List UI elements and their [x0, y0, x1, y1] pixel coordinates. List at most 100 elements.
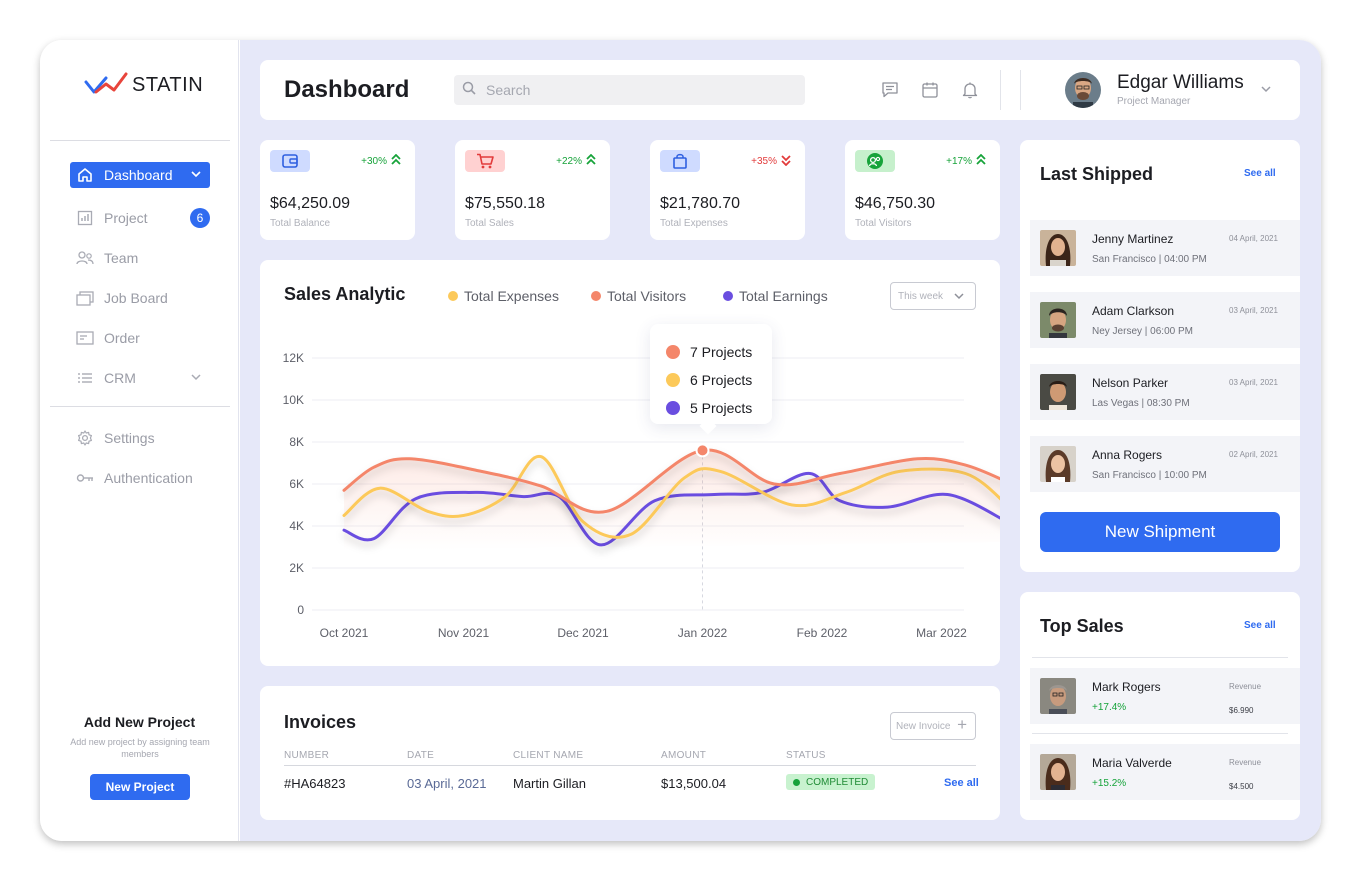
- wallet-icon: [270, 150, 310, 172]
- list-item[interactable]: Mark Rogers +17.4% Revenue $6.990: [1030, 668, 1300, 724]
- table-divider: [284, 765, 976, 766]
- status-text: COMPLETED: [806, 776, 869, 788]
- stat-label: Total Sales: [465, 218, 514, 229]
- legend-swatch: [448, 291, 458, 301]
- sidebar-item-order[interactable]: Order: [70, 325, 210, 351]
- bell-icon[interactable]: [960, 80, 980, 100]
- revenue-value: $6.990: [1229, 706, 1254, 715]
- bar-chart-icon: [76, 209, 94, 227]
- new-invoice-label: New Invoice: [896, 720, 951, 732]
- legend-item[interactable]: Total Earnings: [723, 288, 828, 304]
- chevron-down-icon: [190, 370, 202, 386]
- sidebar-item-crm[interactable]: CRM: [70, 365, 210, 391]
- series-line: [342, 471, 1000, 547]
- delta-value: +35%: [751, 156, 777, 167]
- last-shipped-card: Last Shipped See all Jenny Martinez San …: [1020, 140, 1300, 572]
- series-line: [342, 448, 1000, 514]
- tooltip-label: 6 Projects: [690, 372, 753, 388]
- see-all-link[interactable]: See all: [1244, 168, 1276, 179]
- stat-card-sales[interactable]: +22% $75,550.18 Total Sales: [455, 140, 610, 240]
- sidebar-item-team[interactable]: Team: [70, 245, 210, 271]
- message-icon[interactable]: [880, 80, 900, 100]
- revenue-value: $4.500: [1229, 782, 1254, 791]
- list-item[interactable]: Jenny Martinez San Francisco | 04:00 PM …: [1030, 220, 1300, 276]
- search-input[interactable]: Search: [454, 75, 805, 105]
- chevron-down-icon[interactable]: [1259, 82, 1273, 101]
- visitors-icon: [855, 150, 895, 172]
- sidebar-item-job-board[interactable]: Job Board: [70, 285, 210, 311]
- avatar[interactable]: [1065, 72, 1101, 108]
- chart-title: Sales Analytic: [284, 284, 406, 304]
- list-item[interactable]: Adam Clarkson Ney Jersey | 06:00 PM 03 A…: [1030, 292, 1300, 348]
- see-all-link[interactable]: See all: [944, 777, 979, 789]
- legend-item[interactable]: Total Expenses: [448, 288, 559, 304]
- x-tick-label: Nov 2021: [438, 626, 490, 640]
- tooltip-swatch: [666, 345, 680, 359]
- user-name[interactable]: Edgar Williams: [1117, 72, 1244, 93]
- person-location-time: San Francisco | 04:00 PM: [1092, 254, 1207, 265]
- sidebar-item-label: CRM: [104, 370, 136, 386]
- tooltip-row: 7 Projects: [666, 344, 752, 360]
- logo-mark-icon: [84, 72, 128, 94]
- person-name: Adam Clarkson: [1092, 304, 1175, 318]
- top-sales-card: Top Sales See all Mark Rogers +17.4% Rev…: [1020, 592, 1300, 820]
- app-window: STATIN Dashboard Project 6 Team: [40, 40, 1321, 841]
- logo[interactable]: STATIN: [84, 72, 203, 98]
- highlight-point: [695, 443, 710, 458]
- stat-card-expenses[interactable]: +35% $21,780.70 Total Expenses: [650, 140, 805, 240]
- legend-swatch: [591, 291, 601, 301]
- x-tick-label: Dec 2021: [557, 626, 609, 640]
- stat-value: $46,750.30: [855, 195, 936, 212]
- person-name: Anna Rogers: [1092, 448, 1163, 462]
- new-invoice-button[interactable]: New Invoice +: [890, 712, 976, 740]
- period-select[interactable]: This week: [890, 282, 976, 310]
- list-item[interactable]: Anna Rogers San Francisco | 10:00 PM 02 …: [1030, 436, 1300, 492]
- home-icon: [76, 166, 94, 184]
- legend-item[interactable]: Total Visitors: [591, 288, 686, 304]
- top-sales-title: Top Sales: [1040, 616, 1124, 636]
- status-dot: [793, 778, 800, 786]
- growth-value: +15.2%: [1092, 778, 1127, 789]
- invoices-title: Invoices: [284, 712, 357, 732]
- last-shipped-title: Last Shipped: [1040, 164, 1154, 184]
- x-tick-label: Oct 2021: [320, 626, 369, 640]
- add-project-subtitle: Add new project by assigning team member…: [70, 737, 210, 759]
- legend-label: Total Visitors: [607, 288, 687, 304]
- list-item[interactable]: Maria Valverde +15.2% Revenue $4.500: [1030, 744, 1300, 800]
- sidebar-item-label: Dashboard: [104, 167, 173, 183]
- tooltip-label: 7 Projects: [690, 344, 753, 360]
- avatar: [1040, 754, 1076, 790]
- calendar-icon[interactable]: [920, 80, 940, 100]
- stat-card-balance[interactable]: +30% $64,250.09 Total Balance: [260, 140, 415, 240]
- ship-date: 03 April, 2021: [1229, 306, 1278, 315]
- stat-card-visitors[interactable]: +17% $46,750.30 Total Visitors: [845, 140, 1000, 240]
- header-divider: [1000, 70, 1001, 110]
- y-tick-label: 12K: [283, 351, 304, 365]
- page-title: Dashboard: [284, 76, 410, 103]
- sidebar-item-project[interactable]: Project 6: [70, 205, 210, 231]
- ship-date: 02 April, 2021: [1229, 450, 1278, 459]
- list-icon: [76, 369, 94, 387]
- sidebar-item-dashboard[interactable]: Dashboard: [70, 162, 210, 188]
- series-line: [342, 455, 1000, 539]
- person-name: Jenny Martinez: [1092, 232, 1174, 246]
- tooltip-row: 6 Projects: [666, 372, 752, 388]
- double-chevron-up-icon: [391, 153, 401, 169]
- x-tick-label: Jan 2022: [678, 626, 728, 640]
- see-all-link[interactable]: See all: [1244, 620, 1276, 631]
- add-project-title: Add New Project: [83, 714, 196, 730]
- x-tick-label: Mar 2022: [916, 626, 967, 640]
- chart-tooltip: 7 Projects 6 Projects 5 Projects: [650, 324, 772, 435]
- key-icon: [76, 469, 94, 487]
- stat-delta: +17%: [946, 153, 986, 169]
- y-tick-label: 10K: [283, 393, 304, 407]
- sidebar: STATIN Dashboard Project 6 Team: [40, 40, 239, 841]
- list-item[interactable]: Nelson Parker Las Vegas | 08:30 PM 03 Ap…: [1030, 364, 1300, 420]
- stat-value: $64,250.09: [270, 195, 351, 212]
- sidebar-item-authentication[interactable]: Authentication: [70, 465, 210, 491]
- new-project-button[interactable]: New Project: [90, 774, 190, 800]
- sidebar-item-label: Job Board: [104, 290, 168, 306]
- invoice-date: 03 April, 2021: [407, 776, 487, 791]
- new-shipment-button[interactable]: New Shipment: [1040, 512, 1280, 552]
- sidebar-item-settings[interactable]: Settings: [70, 425, 210, 451]
